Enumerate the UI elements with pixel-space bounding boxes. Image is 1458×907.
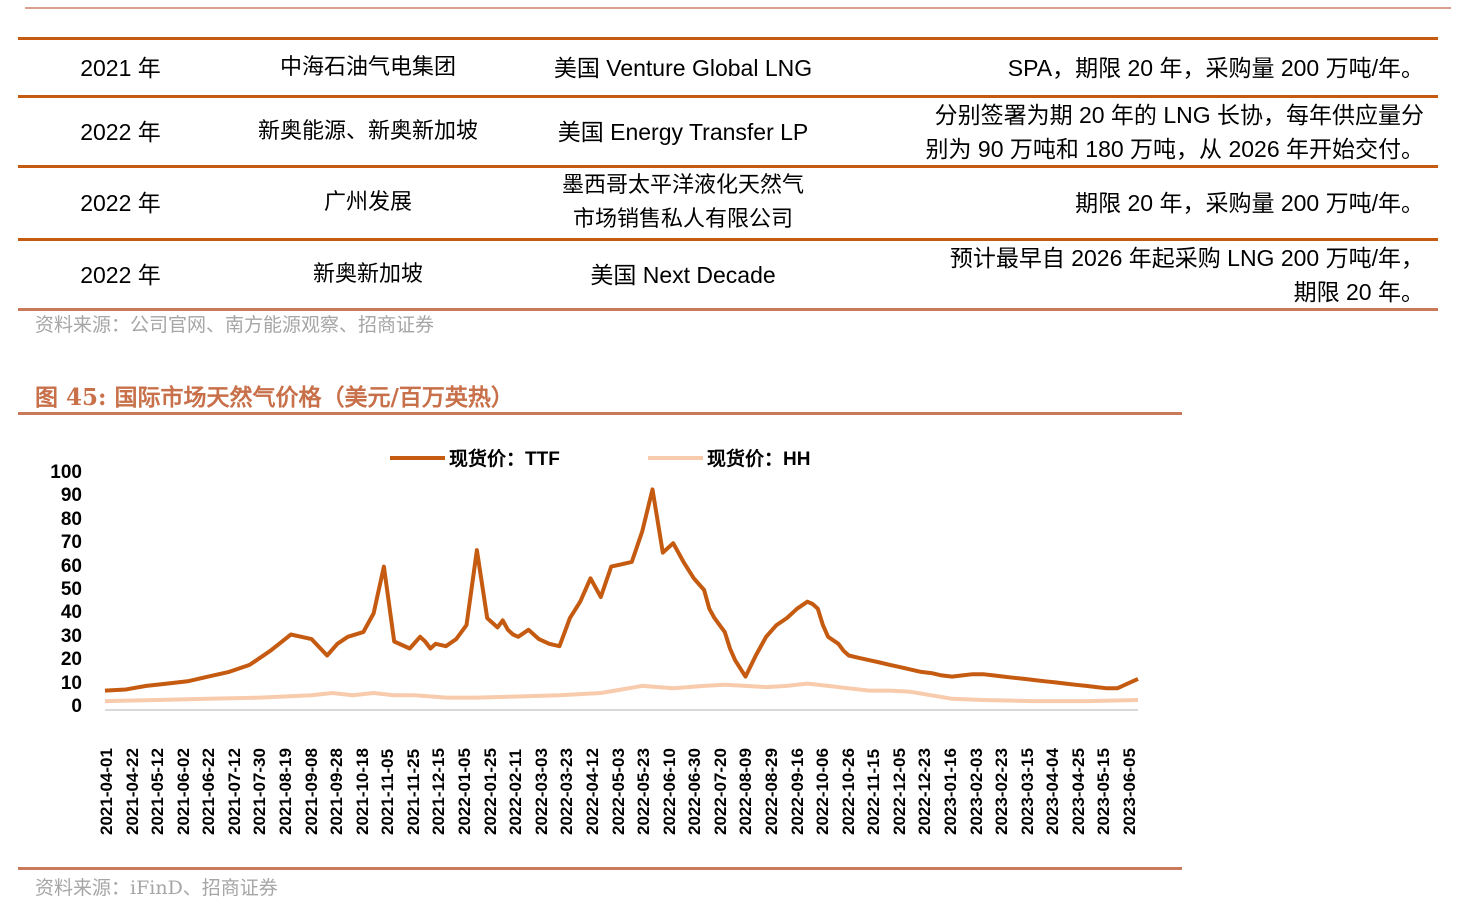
ttf-series-line — [104, 487, 1139, 693]
figure-bottom-rule — [18, 867, 1182, 870]
year-cell: 2022 年 — [80, 261, 161, 288]
figure-title-rule — [18, 412, 1182, 415]
legend-swatch-hh — [648, 455, 703, 460]
y-tick-label: 60 — [60, 555, 82, 577]
legend-item-hh: 现货价：HH — [648, 444, 810, 471]
x-tick-label: 2023-03-15 — [1017, 748, 1037, 835]
x-tick-label: 2022-10-26 — [838, 748, 858, 835]
terms-line: 期限 20 年，采购量 200 万吨/年。 — [1075, 190, 1424, 216]
legend-swatch-ttf — [390, 455, 445, 460]
buyer-cell: 广州发展 — [323, 190, 412, 215]
x-tick-label: 2021-04-22 — [122, 748, 142, 835]
x-tick-label: 2023-06-05 — [1120, 748, 1139, 835]
year-cell: 2022 年 — [80, 190, 161, 216]
x-tick-label: 2022-12-05 — [889, 748, 909, 835]
x-tick-label: 2023-02-03 — [966, 748, 986, 835]
x-tick-label: 2023-04-04 — [1043, 748, 1063, 835]
y-tick-label: 90 — [60, 485, 82, 507]
x-tick-label: 2021-06-02 — [173, 748, 193, 835]
figure-title: 图 45: 国际市场天然气价格（美元/百万英热） — [35, 384, 514, 411]
year-cell: 2022 年 — [80, 118, 161, 145]
terms-line: 分别签署为期 20 年的 LNG 长协，每年供应量分 — [934, 101, 1424, 128]
seller-cell: 美国 Energy Transfer LP — [557, 118, 809, 145]
legend-item-ttf: 现货价：TTF — [390, 444, 560, 471]
x-tick-label: 2022-04-12 — [582, 748, 602, 835]
x-tick-label: 2023-02-23 — [992, 748, 1012, 835]
x-tick-label: 2021-10-18 — [352, 748, 372, 835]
table-row: 2022 年 新奥能源、新奥新加坡 美国 Energy Transfer LP … — [18, 95, 1438, 165]
y-tick-label: 50 — [60, 579, 82, 600]
x-tick-label: 2022-09-16 — [787, 748, 807, 835]
seller-cell: 美国 Next Decade — [590, 261, 776, 288]
terms-line: 预计最早自 2026 年起采购 LNG 200 万吨/年， — [949, 244, 1424, 271]
y-tick-label: 30 — [60, 625, 82, 647]
y-tick-label: 10 — [60, 672, 82, 694]
x-tick-label: 2022-05-03 — [608, 748, 628, 835]
x-tick-label: 2021-07-12 — [224, 748, 244, 835]
y-tick-label: 80 — [60, 508, 82, 530]
x-tick-label: 2021-11-05 — [378, 748, 398, 835]
x-tick-label: 2021-07-30 — [250, 748, 270, 835]
x-tick-label: 2021-11-25 — [403, 748, 423, 835]
lng-contract-table: 2021 年 中海石油气电集团 美国 Venture Global LNG SP… — [18, 37, 1438, 311]
x-tick-label: 2022-11-15 — [864, 748, 884, 835]
terms-line: 期限 20 年。 — [1293, 278, 1424, 305]
y-tick-label: 70 — [60, 532, 82, 554]
seller-line: 墨西哥太平洋液化天然气 — [561, 173, 804, 198]
x-tick-label: 2022-01-25 — [480, 748, 500, 835]
x-tick-label: 2022-07-20 — [710, 748, 730, 835]
table-row: 2022 年 新奥新加坡 美国 Next Decade 预计最早自 2026 年… — [18, 238, 1438, 311]
x-tick-label: 2021-06-22 — [199, 748, 219, 835]
x-tick-label: 2023-01-16 — [940, 748, 960, 835]
hh-series-line — [104, 681, 1139, 704]
x-tick-label: 2022-10-06 — [813, 748, 833, 835]
x-tick-label: 2022-08-09 — [736, 748, 756, 835]
y-tick-label: 0 — [71, 696, 82, 717]
x-tick-label: 2022-06-30 — [685, 748, 705, 835]
x-tick-label: 2022-01-05 — [455, 748, 475, 835]
terms-cell: SPA，期限 20 年，采购量 200 万吨/年。 — [853, 51, 1438, 85]
x-tick-label: 2023-05-15 — [1094, 748, 1114, 835]
seller-cell: 墨西哥太平洋液化天然气 市场销售私人有限公司 — [513, 169, 853, 237]
x-tick-label: 2021-09-08 — [301, 748, 321, 835]
y-tick-label: 100 — [50, 462, 82, 483]
x-tick-label: 2021-08-19 — [276, 748, 296, 835]
buyer-cell: 新奥能源、新奥新加坡 — [257, 118, 478, 144]
terms-cell: 预计最早自 2026 年起采购 LNG 200 万吨/年， 期限 20 年。 — [853, 241, 1438, 309]
x-tick-label: 2022-08-29 — [761, 748, 781, 835]
x-tick-label: 2022-06-10 — [659, 748, 679, 835]
x-tick-label: 2022-03-23 — [557, 748, 577, 835]
legend-label: 现货价：TTF — [449, 449, 560, 470]
table-row: 2022 年 广州发展 墨西哥太平洋液化天然气 市场销售私人有限公司 期限 20… — [18, 165, 1438, 238]
x-tick-label: 2022-12-23 — [915, 748, 935, 835]
x-tick-label: 2023-04-25 — [1068, 748, 1088, 835]
terms-line: 别为 90 万吨和 180 万吨，从 2026 年开始交付。 — [925, 135, 1424, 162]
year-cell: 2021 年 — [80, 54, 161, 81]
y-tick-label: 20 — [60, 649, 82, 671]
y-tick-label: 40 — [60, 602, 82, 624]
x-tick-label: 2021-09-28 — [327, 748, 347, 835]
seller-line: 市场销售私人有限公司 — [572, 207, 793, 232]
seller-cell: 美国 Venture Global LNG — [553, 54, 813, 81]
x-tick-label: 2022-05-23 — [634, 748, 654, 835]
figure-source: 资料来源：iFinD、招商证券 — [35, 877, 278, 899]
terms-line: SPA，期限 20 年，采购量 200 万吨/年。 — [1007, 54, 1424, 81]
terms-cell: 期限 20 年，采购量 200 万吨/年。 — [853, 186, 1438, 220]
table-row: 2021 年 中海石油气电集团 美国 Venture Global LNG SP… — [18, 37, 1438, 95]
x-tick-label: 2021-05-12 — [148, 748, 168, 835]
terms-cell: 分别签署为期 20 年的 LNG 长协，每年供应量分 别为 90 万吨和 180… — [853, 98, 1438, 166]
x-tick-label: 2022-02-11 — [506, 748, 526, 835]
buyer-cell: 新奥新加坡 — [312, 261, 423, 287]
buyer-cell: 中海石油气电集团 — [279, 54, 456, 80]
x-tick-label: 2021-04-01 — [97, 748, 116, 835]
top-rule — [25, 7, 1451, 9]
table-source: 资料来源：公司官网、南方能源观察、招商证券 — [35, 314, 435, 336]
x-tick-label: 2021-12-15 — [429, 748, 449, 835]
x-tick-label: 2022-03-03 — [531, 748, 551, 835]
legend-label: 现货价：HH — [707, 449, 811, 470]
